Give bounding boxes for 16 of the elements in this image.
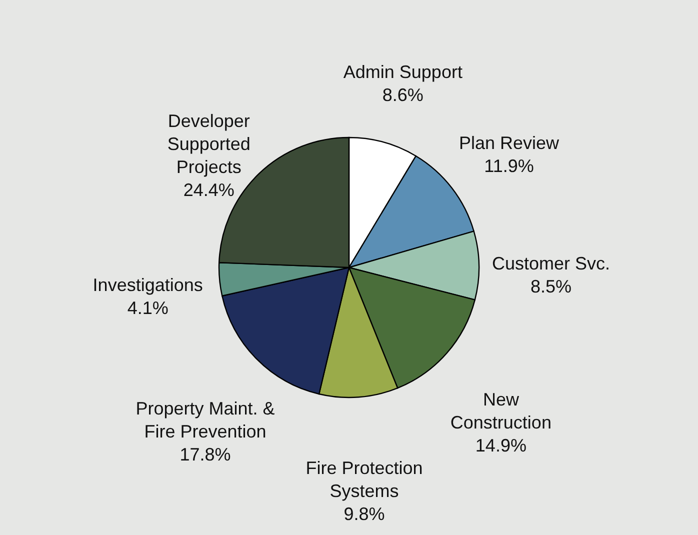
data-label: 4.1% <box>127 298 168 318</box>
data-label: 17.8% <box>180 444 231 464</box>
slice-label: Plan Review <box>458 133 560 154</box>
slice-label: Customer Svc. <box>492 253 610 274</box>
data-label: 9.8% <box>344 504 385 524</box>
slice-label: Developer Supported Projects <box>167 111 250 177</box>
data-label: 11.9% <box>484 156 534 176</box>
slice-label: Fire Protection Systems <box>306 458 423 501</box>
slice-label: New Construction <box>450 390 552 433</box>
data-label: 24.4% <box>183 180 234 200</box>
data-label: 14.9% <box>475 436 526 456</box>
slice-label: Property Maint. & Fire Prevention <box>136 398 275 442</box>
slice-label: Admin Support <box>343 62 462 82</box>
slice-label: Investigations <box>92 274 203 295</box>
data-label: 8.6% <box>382 84 424 105</box>
data-label: 8.5% <box>530 276 572 296</box>
